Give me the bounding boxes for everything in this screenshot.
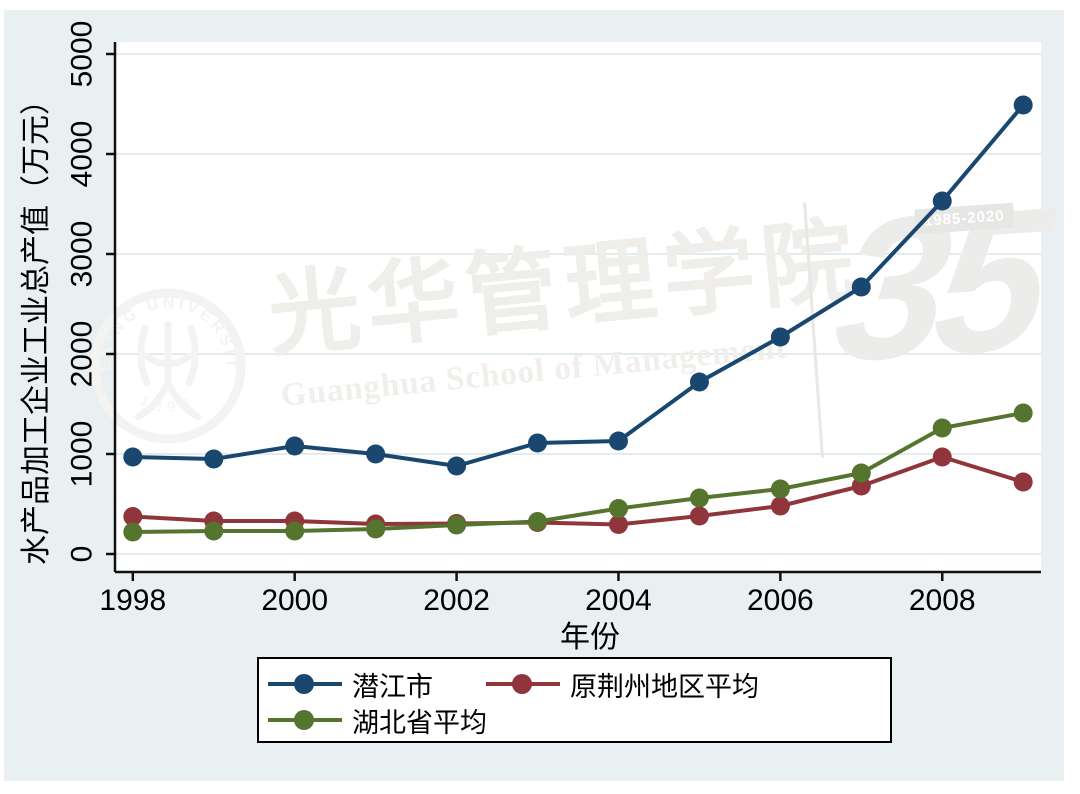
series-2-marker-2009 xyxy=(1013,403,1033,423)
legend-item-jingzhou: 原荆州地区平均 xyxy=(486,665,759,704)
x-tick-label-2000: 2000 xyxy=(261,584,328,617)
series-0-marker-2003 xyxy=(528,433,548,453)
series-2-marker-2006 xyxy=(770,479,790,499)
series-1-marker-2007 xyxy=(851,476,871,496)
series-2-marker-2003 xyxy=(528,512,548,531)
y-tick-label-1000: 1000 xyxy=(66,421,99,488)
series-2-marker-2000 xyxy=(285,521,305,541)
legend-item-label: 原荆州地区平均 xyxy=(570,671,759,702)
series-0-marker-2001 xyxy=(366,444,386,464)
legend-row-1: 潜江市 原荆州地区平均 xyxy=(268,666,890,702)
y-axis-title: 水产品加工企业工业总产值（万元） xyxy=(20,85,53,565)
series-1-marker-2004 xyxy=(608,515,628,534)
series-0-marker-2008 xyxy=(932,191,952,211)
legend-item-label: 潜江市 xyxy=(352,671,433,702)
y-tick-label-0: 0 xyxy=(66,546,99,563)
x-tick-label-2006: 2006 xyxy=(747,584,814,617)
series-2-marker-1999 xyxy=(204,521,224,541)
series-line-2 xyxy=(132,411,1024,534)
series-1-marker-2005 xyxy=(689,506,709,526)
x-axis-title: 年份 xyxy=(560,621,620,654)
y-tick-label-4000: 4000 xyxy=(66,121,99,188)
series-1-marker-2006 xyxy=(770,496,790,516)
legend-sample-line-icon xyxy=(268,673,342,695)
series-2-marker-1998 xyxy=(123,522,143,542)
series-2-marker-2008 xyxy=(932,418,952,438)
x-tick-label-2008: 2008 xyxy=(909,584,976,617)
legend-row-2: 湖北省平均 xyxy=(268,702,890,738)
legend-box: 潜江市 原荆州地区平均 湖北省平均 xyxy=(257,657,892,743)
series-0-marker-2004 xyxy=(608,431,628,451)
y-tick-label-5000: 5000 xyxy=(66,21,99,88)
series-0-marker-2009 xyxy=(1013,95,1033,115)
series-line-1 xyxy=(132,455,1024,527)
series-1-marker-2009 xyxy=(1013,472,1033,492)
series-0-marker-1998 xyxy=(123,447,143,467)
legend-sample-line-icon xyxy=(268,709,342,731)
legend-sample-line-icon xyxy=(486,673,560,695)
series-0-marker-2005 xyxy=(689,372,709,392)
series-2-marker-2001 xyxy=(366,519,386,539)
series-0-marker-2007 xyxy=(851,277,871,297)
series-0-marker-2000 xyxy=(285,436,305,456)
series-1-marker-2008 xyxy=(932,447,952,467)
x-tick-label-2004: 2004 xyxy=(585,584,652,617)
series-0-marker-1999 xyxy=(204,449,224,469)
series-2-marker-2005 xyxy=(689,488,709,508)
series-line-0 xyxy=(132,103,1025,468)
series-2-marker-2007 xyxy=(851,463,871,483)
series-0-marker-2006 xyxy=(770,327,790,347)
x-tick-label-2002: 2002 xyxy=(423,584,490,617)
plot-region xyxy=(115,42,1041,572)
series-1-marker-1998 xyxy=(123,507,143,526)
series-0-marker-2002 xyxy=(447,456,467,476)
y-tick-label-3000: 3000 xyxy=(66,221,99,288)
x-tick-label-1998: 1998 xyxy=(99,584,166,617)
y-tick-label-2000: 2000 xyxy=(66,321,99,388)
series-2-marker-2002 xyxy=(447,515,467,535)
series-2-marker-2004 xyxy=(608,499,628,518)
legend-item-qianjiang: 潜江市 xyxy=(268,665,486,704)
legend-item-hubei: 湖北省平均 xyxy=(268,701,487,740)
legend-item-label: 湖北省平均 xyxy=(352,707,487,738)
